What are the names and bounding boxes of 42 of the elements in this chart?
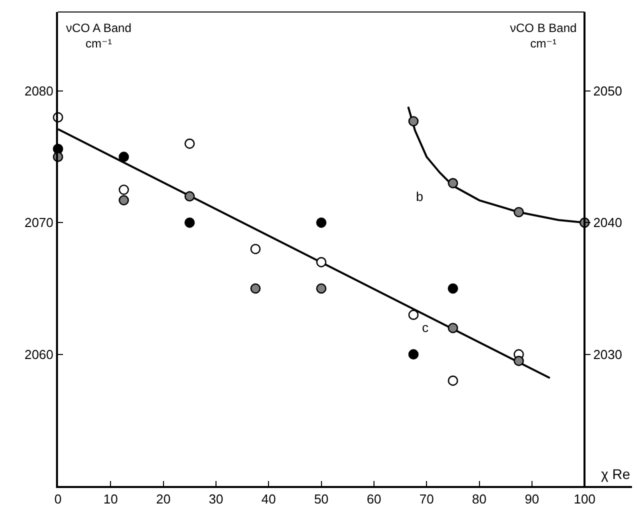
x-tick-label: 40 [261,492,276,507]
y-tick-label: 2060 [24,346,54,362]
y2-tick-label: 2050 [593,84,622,99]
point [448,376,458,386]
point [250,244,261,254]
x-axis-title: χ Re [601,466,630,482]
annotation: c [422,320,429,335]
y2-tick-label: 2030 [593,346,622,362]
y2-axis-title: νCO B Band cm⁻¹ [510,21,577,51]
y-tick-label: 2070 [24,215,54,230]
x-tick-label: 70 [419,492,434,507]
y2-tick-label: 2040 [593,215,622,230]
point [118,152,129,162]
point [408,349,419,360]
point [316,218,326,228]
x-tick-label: 80 [472,492,487,507]
point [184,138,195,149]
point [514,356,524,366]
point [448,283,458,294]
y-tick-label: 2080 [24,84,54,99]
x-tick-label: 50 [314,492,329,507]
point [514,206,524,218]
x-tick-label: 20 [156,492,171,507]
point [184,191,195,202]
point [184,218,195,228]
x-tick-label: 10 [103,492,118,507]
point [316,257,326,268]
x-tick-label: 90 [524,492,540,507]
annotation: b [416,189,424,204]
point [408,310,419,320]
x-tick-label: 30 [208,492,224,507]
point [118,184,129,195]
point [408,116,419,126]
point [118,195,129,206]
x-tick-label: 60 [366,492,382,507]
x-tick-label: 0 [54,492,62,507]
point [316,283,326,294]
point [448,178,458,188]
point [250,283,261,294]
point [448,322,458,334]
x-tick-label: 100 [574,492,596,507]
y-axis-title: νCO A Band cm⁻¹ [66,21,132,51]
